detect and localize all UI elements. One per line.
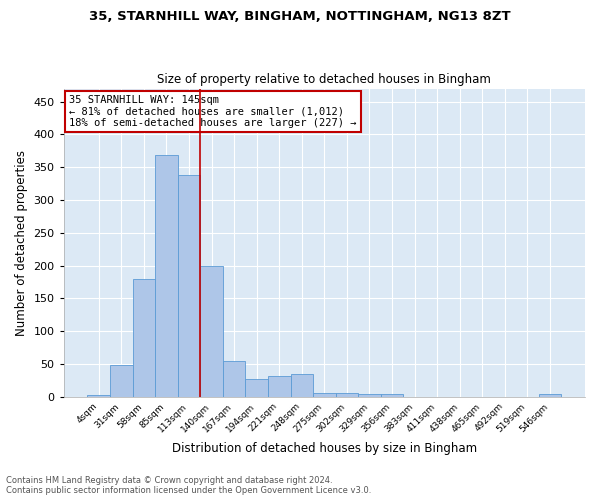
Bar bbox=[290, 374, 313, 396]
Bar bbox=[178, 175, 200, 396]
X-axis label: Distribution of detached houses by size in Bingham: Distribution of detached houses by size … bbox=[172, 442, 477, 455]
Bar bbox=[133, 278, 155, 396]
Bar bbox=[200, 266, 223, 396]
Y-axis label: Number of detached properties: Number of detached properties bbox=[15, 150, 28, 336]
Text: Contains HM Land Registry data © Crown copyright and database right 2024.
Contai: Contains HM Land Registry data © Crown c… bbox=[6, 476, 371, 495]
Bar bbox=[358, 394, 381, 396]
Bar bbox=[268, 376, 290, 396]
Text: 35 STARNHILL WAY: 145sqm
← 81% of detached houses are smaller (1,012)
18% of sem: 35 STARNHILL WAY: 145sqm ← 81% of detach… bbox=[69, 94, 356, 128]
Bar bbox=[155, 156, 178, 396]
Text: 35, STARNHILL WAY, BINGHAM, NOTTINGHAM, NG13 8ZT: 35, STARNHILL WAY, BINGHAM, NOTTINGHAM, … bbox=[89, 10, 511, 23]
Bar bbox=[381, 394, 403, 396]
Bar bbox=[223, 362, 245, 396]
Bar bbox=[335, 393, 358, 396]
Bar bbox=[313, 393, 335, 396]
Bar bbox=[88, 395, 110, 396]
Bar bbox=[539, 394, 562, 396]
Bar bbox=[245, 379, 268, 396]
Title: Size of property relative to detached houses in Bingham: Size of property relative to detached ho… bbox=[157, 73, 491, 86]
Bar bbox=[110, 364, 133, 396]
